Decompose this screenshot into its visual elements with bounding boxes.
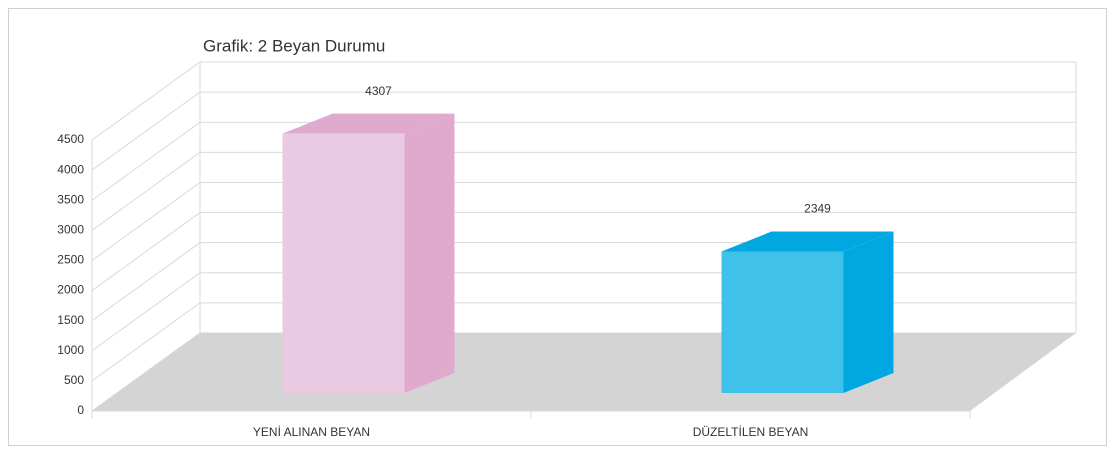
value-label: 2349 — [804, 202, 831, 216]
y-tick-label: 2500 — [57, 253, 84, 267]
y-tick-label: 4500 — [57, 132, 84, 146]
y-tick-label: 0 — [77, 403, 84, 417]
bar-side — [404, 113, 455, 393]
y-tick-label: 4000 — [57, 162, 84, 176]
chart-title: Grafik: 2 Beyan Durumu — [203, 36, 385, 55]
floor — [92, 333, 1076, 411]
y-tick-label: 1000 — [57, 343, 84, 357]
y-tick-label: 1500 — [57, 313, 84, 327]
bar-top — [721, 231, 894, 252]
bar-top — [282, 113, 455, 134]
bar — [282, 133, 405, 393]
value-label: 4307 — [365, 84, 392, 98]
x-tick-label: DÜZELTİLEN BEYAN — [693, 425, 809, 439]
y-tick-label: 3500 — [57, 192, 84, 206]
y-tick-label: 3000 — [57, 223, 84, 237]
y-tick-label: 500 — [64, 373, 84, 387]
y-tick-label: 2000 — [57, 283, 84, 297]
x-tick-label: YENİ ALINAN BEYAN — [253, 425, 370, 439]
bar-side — [843, 231, 894, 393]
bar — [721, 251, 844, 393]
